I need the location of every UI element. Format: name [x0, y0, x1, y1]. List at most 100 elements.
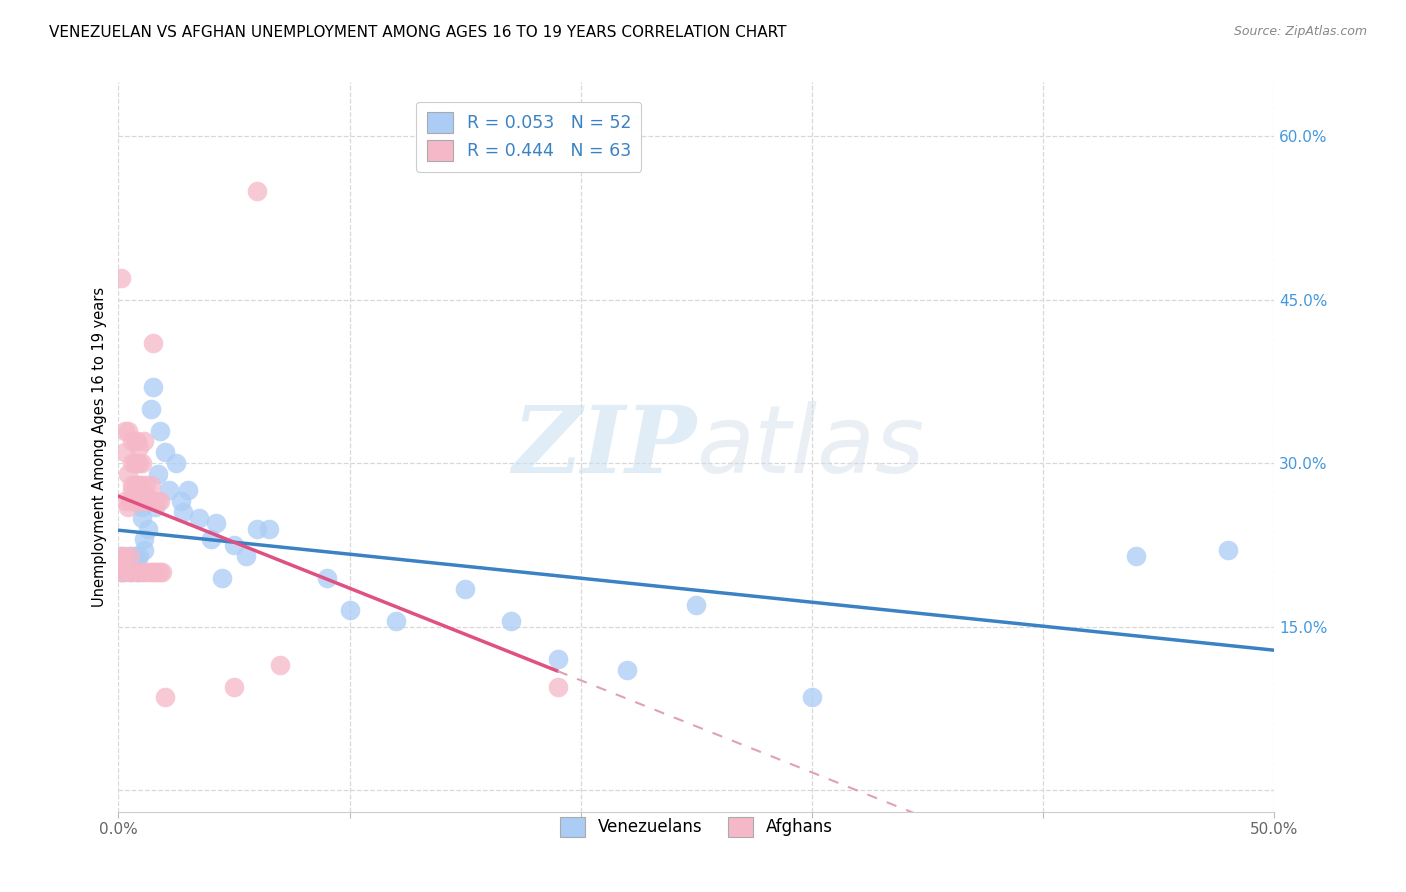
Point	[114, 549, 136, 563]
Point	[153, 445, 176, 459]
Point	[132, 543, 155, 558]
Point	[200, 533, 222, 547]
Point	[222, 538, 245, 552]
Point	[114, 554, 136, 568]
Point	[132, 434, 155, 449]
Point	[145, 494, 167, 508]
Point	[246, 184, 269, 198]
Point	[128, 494, 150, 508]
Point	[118, 549, 141, 563]
Point	[112, 559, 135, 574]
Point	[132, 565, 155, 579]
Point	[125, 456, 148, 470]
Point	[125, 554, 148, 568]
Point	[118, 565, 141, 579]
Point	[142, 336, 165, 351]
Point	[118, 559, 141, 574]
Point	[124, 494, 146, 508]
Point	[131, 494, 153, 508]
Point	[149, 494, 172, 508]
Point	[138, 565, 160, 579]
Point	[125, 565, 148, 579]
Point	[135, 478, 157, 492]
Point	[801, 690, 824, 705]
Y-axis label: Unemployment Among Ages 16 to 19 years: Unemployment Among Ages 16 to 19 years	[93, 287, 107, 607]
Point	[139, 494, 162, 508]
Point	[131, 565, 153, 579]
Point	[118, 494, 141, 508]
Point	[112, 565, 135, 579]
Point	[114, 445, 136, 459]
Point	[170, 494, 193, 508]
Point	[172, 505, 194, 519]
Point	[616, 663, 638, 677]
Point	[124, 549, 146, 563]
Text: Source: ZipAtlas.com: Source: ZipAtlas.com	[1233, 25, 1367, 38]
Point	[121, 483, 143, 498]
Point	[315, 571, 337, 585]
Point	[269, 657, 291, 672]
Point	[114, 424, 136, 438]
Point	[118, 565, 141, 579]
Point	[165, 456, 187, 470]
Point	[685, 598, 707, 612]
Point	[121, 434, 143, 449]
Point	[110, 565, 132, 579]
Point	[142, 565, 165, 579]
Point	[142, 380, 165, 394]
Point	[118, 549, 141, 563]
Point	[146, 494, 169, 508]
Point	[138, 494, 160, 508]
Point	[124, 559, 146, 574]
Point	[124, 456, 146, 470]
Point	[139, 565, 162, 579]
Point	[139, 401, 162, 416]
Point	[117, 467, 139, 482]
Point	[142, 494, 165, 508]
Text: ZIP: ZIP	[512, 402, 696, 491]
Point	[188, 510, 211, 524]
Point	[110, 549, 132, 563]
Point	[131, 500, 153, 514]
Point	[139, 478, 162, 492]
Point	[125, 565, 148, 579]
Point	[138, 522, 160, 536]
Point	[121, 554, 143, 568]
Point	[125, 478, 148, 492]
Point	[146, 565, 169, 579]
Point	[124, 478, 146, 492]
Point	[146, 467, 169, 482]
Point	[117, 424, 139, 438]
Point	[339, 603, 361, 617]
Point	[149, 424, 172, 438]
Point	[112, 559, 135, 574]
Point	[150, 565, 173, 579]
Point	[114, 494, 136, 508]
Point	[149, 565, 172, 579]
Point	[1125, 549, 1147, 563]
Point	[121, 456, 143, 470]
Point	[117, 500, 139, 514]
Point	[110, 271, 132, 285]
Point	[454, 582, 477, 596]
Text: VENEZUELAN VS AFGHAN UNEMPLOYMENT AMONG AGES 16 TO 19 YEARS CORRELATION CHART: VENEZUELAN VS AFGHAN UNEMPLOYMENT AMONG …	[49, 25, 787, 40]
Point	[128, 440, 150, 454]
Point	[135, 489, 157, 503]
Point	[117, 554, 139, 568]
Point	[121, 478, 143, 492]
Point	[1216, 543, 1239, 558]
Point	[235, 549, 257, 563]
Point	[145, 565, 167, 579]
Point	[128, 549, 150, 563]
Point	[145, 500, 167, 514]
Point	[125, 434, 148, 449]
Point	[128, 565, 150, 579]
Point	[125, 494, 148, 508]
Point	[121, 565, 143, 579]
Point	[177, 483, 200, 498]
Point	[547, 652, 569, 666]
Point	[121, 494, 143, 508]
Legend: Venezuelans, Afghans: Venezuelans, Afghans	[553, 810, 839, 844]
Point	[157, 483, 180, 498]
Point	[222, 680, 245, 694]
